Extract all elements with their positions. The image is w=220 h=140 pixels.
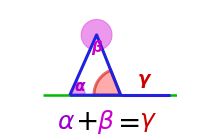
Text: $+$: $+$ bbox=[75, 108, 97, 136]
Text: β: β bbox=[91, 40, 102, 55]
Wedge shape bbox=[70, 81, 85, 95]
Text: $\gamma$: $\gamma$ bbox=[139, 110, 156, 134]
Wedge shape bbox=[81, 19, 112, 49]
Text: $\alpha$: $\alpha$ bbox=[57, 110, 75, 134]
Text: $\beta$: $\beta$ bbox=[97, 108, 115, 136]
Text: γ: γ bbox=[138, 70, 150, 88]
Polygon shape bbox=[70, 35, 121, 95]
Text: $=$: $=$ bbox=[112, 108, 140, 136]
Wedge shape bbox=[94, 70, 121, 95]
Text: α: α bbox=[75, 79, 85, 94]
